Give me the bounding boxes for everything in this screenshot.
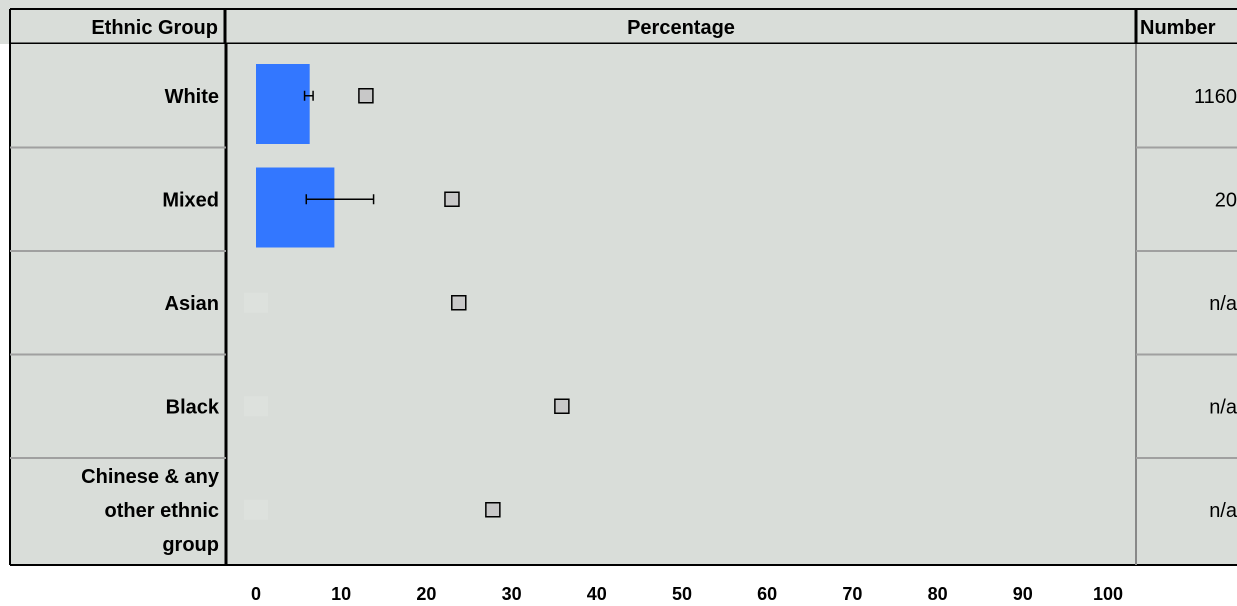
- category-label: Chinese & any: [81, 466, 220, 488]
- comparison-marker: [444, 191, 460, 207]
- number-panel: [1136, 44, 1237, 564]
- label-panel: [10, 44, 226, 564]
- x-tick-label: 50: [672, 584, 692, 604]
- x-tick-label: 0: [251, 584, 261, 604]
- x-tick-label: 70: [842, 584, 862, 604]
- header-percentage: Percentage: [627, 17, 735, 39]
- x-tick-label: 30: [502, 584, 522, 604]
- x-tick-label: 40: [587, 584, 607, 604]
- header-background: [0, 0, 1237, 44]
- number-value: n/a: [1209, 500, 1237, 522]
- marks-layer: [244, 64, 570, 520]
- number-value: 1160: [1194, 86, 1237, 108]
- header-ethnic-group: Ethnic Group: [91, 17, 218, 39]
- header-number: Number: [1140, 17, 1216, 39]
- category-label: Mixed: [162, 189, 219, 211]
- category-label: Black: [166, 396, 220, 418]
- empty-bar-placeholder: [244, 292, 268, 313]
- x-tick-label: 80: [928, 584, 948, 604]
- comparison-marker: [451, 295, 467, 311]
- rows-layer: White 1160 Mixed 20 Asian n/a Black n/a Chinese …: [10, 86, 1237, 556]
- bar: [256, 167, 335, 248]
- number-value: n/a: [1209, 293, 1237, 315]
- x-tick-label: 90: [1013, 584, 1033, 604]
- x-tick-label: 10: [331, 584, 351, 604]
- plot-panel: [226, 44, 1136, 564]
- comparison-marker: [358, 88, 374, 104]
- empty-bar-placeholder: [244, 499, 268, 520]
- bar: [256, 64, 310, 144]
- x-tick-label: 100: [1093, 584, 1123, 604]
- x-tick-label: 60: [757, 584, 777, 604]
- comparison-marker: [554, 398, 570, 414]
- x-axis-ticks: 0 10 20 30 40 50 60 70 80 90 100: [251, 584, 1123, 604]
- empty-bar-placeholder: [244, 396, 268, 417]
- number-value: n/a: [1209, 396, 1237, 418]
- category-label: Asian: [165, 293, 219, 315]
- number-value: 20: [1215, 189, 1237, 211]
- comparison-marker: [485, 502, 501, 518]
- category-label: White: [165, 86, 219, 108]
- category-label: group: [162, 534, 219, 556]
- x-tick-label: 20: [416, 584, 436, 604]
- category-label: other ethnic: [105, 500, 219, 522]
